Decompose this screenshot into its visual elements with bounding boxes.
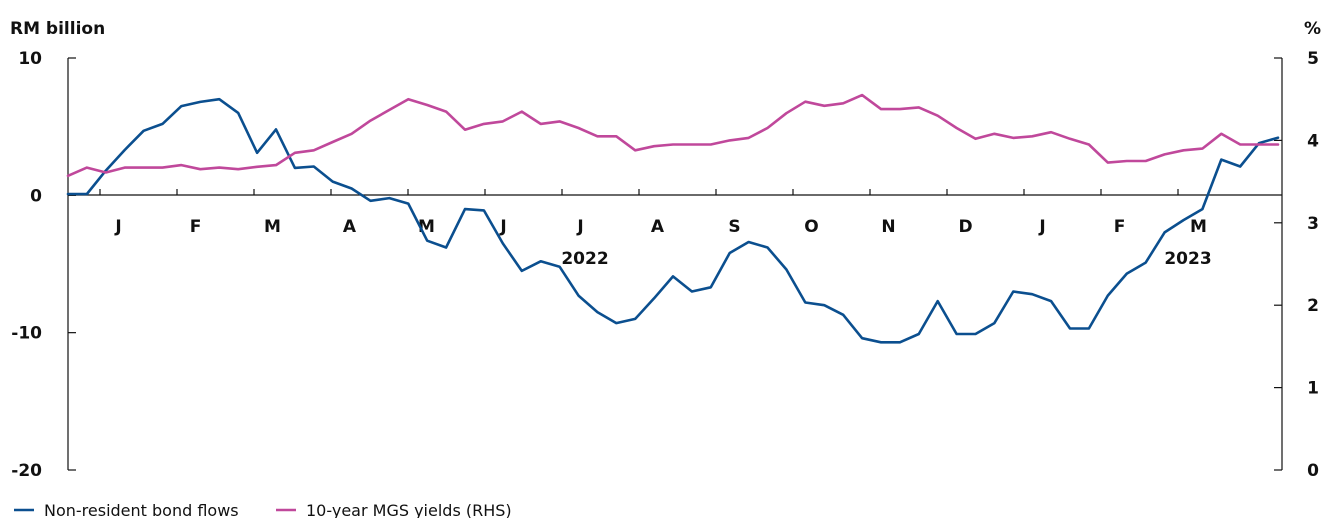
left-tick-label: -10 xyxy=(11,324,42,344)
right-tick-label: 2 xyxy=(1307,296,1319,316)
left-tick-label: 0 xyxy=(30,186,42,206)
month-label: J xyxy=(576,217,583,237)
month-label: J xyxy=(499,217,506,237)
left-axis-label: RM billion xyxy=(10,19,105,39)
series-line-bond-flows xyxy=(66,97,1280,344)
month-label: J xyxy=(1038,217,1045,237)
month-label: O xyxy=(804,217,818,237)
legend-item-bond-flows: Non-resident bond flows xyxy=(14,501,239,518)
month-label: A xyxy=(651,217,665,237)
year-label: 2022 xyxy=(561,249,608,269)
series-layer xyxy=(66,93,1280,344)
year-label: 2023 xyxy=(1164,249,1211,269)
month-label: M xyxy=(1190,217,1207,237)
month-label: N xyxy=(881,217,895,237)
month-label: J xyxy=(114,217,121,237)
month-label: M xyxy=(264,217,281,237)
legend-label-bond-flows: Non-resident bond flows xyxy=(44,501,239,518)
right-tick-label: 5 xyxy=(1307,49,1319,69)
right-axis-label: % xyxy=(1304,19,1321,39)
month-label: A xyxy=(343,217,357,237)
series-line-mgs-yields xyxy=(66,93,1280,178)
right-tick-label: 1 xyxy=(1307,379,1319,399)
legend: Non-resident bond flows 10-year MGS yiel… xyxy=(14,501,512,518)
month-label: F xyxy=(190,217,202,237)
right-tick-label: 4 xyxy=(1307,131,1319,151)
month-label: S xyxy=(728,217,740,237)
month-label: F xyxy=(1114,217,1126,237)
legend-label-mgs-yields: 10-year MGS yields (RHS) xyxy=(306,501,512,518)
left-tick-label: -20 xyxy=(11,461,42,481)
right-tick-label: 3 xyxy=(1307,214,1319,234)
right-axis: 5 4 3 2 1 0 xyxy=(1274,49,1319,481)
month-label: D xyxy=(958,217,972,237)
legend-item-mgs-yields: 10-year MGS yields (RHS) xyxy=(276,501,512,518)
left-axis: 10 0 -10 -20 xyxy=(11,49,76,481)
right-tick-label: 0 xyxy=(1307,461,1319,481)
left-tick-label: 10 xyxy=(18,49,42,69)
